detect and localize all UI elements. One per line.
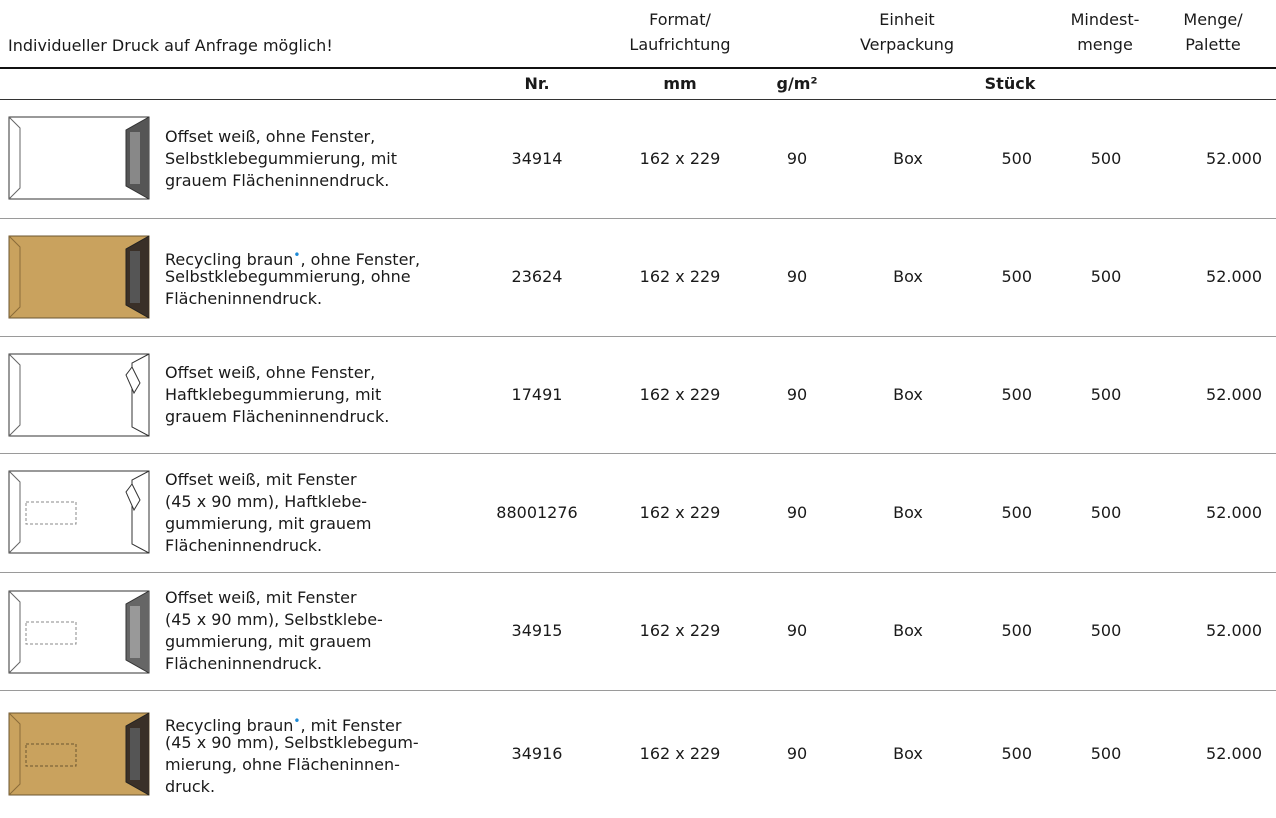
cell-pallet: 52.000 — [1206, 384, 1262, 404]
description-line: Flächeninnendruck. — [165, 289, 323, 308]
envelope-white-peel — [8, 353, 150, 437]
cell-weight: 90 — [786, 621, 808, 640]
description-line: (45 x 90 mm), Haftklebe- — [165, 491, 368, 511]
cell-nr: 34916 — [511, 744, 563, 763]
cell-unit: Box — [893, 149, 923, 168]
cell-format: 162 x 229 — [639, 267, 721, 286]
description-line: Offset weiß, mit Fenster — [165, 469, 357, 489]
row-rule — [0, 572, 1276, 573]
cell-format: 162 x 229 — [639, 502, 721, 522]
cell-weight: 90 — [786, 149, 808, 168]
cell-unit: Box — [893, 621, 923, 640]
description-line: gummierung, mit grauem — [165, 513, 372, 533]
description-line: Recycling braun•, mit Fenster — [165, 710, 401, 737]
cell-weight: 90 — [786, 502, 808, 522]
description-text: Recycling braun — [165, 716, 294, 735]
row-rule — [0, 336, 1276, 337]
cell-pack: 500 — [1001, 384, 1032, 404]
header-note: Individueller Druck auf Anfrage möglich! — [8, 36, 333, 55]
column-header: Einheit — [879, 10, 935, 29]
unit-header: Nr. — [524, 74, 550, 93]
cell-nr: 34915 — [511, 621, 563, 640]
cell-unit: Box — [893, 384, 923, 404]
cell-minimum: 500 — [1090, 267, 1122, 286]
cell-weight: 90 — [786, 744, 808, 763]
cell-pack: 500 — [1001, 744, 1032, 763]
envelope-white-window-strip — [8, 590, 150, 674]
header-rule — [0, 67, 1276, 69]
description-line: Offset weiß, mit Fenster — [165, 588, 357, 607]
column-header: Format/ — [649, 10, 711, 29]
description-line: Selbstklebegummierung, mit — [165, 149, 398, 168]
row-rule — [0, 453, 1276, 454]
cell-minimum: 500 — [1090, 621, 1122, 640]
unit-header: mm — [663, 74, 697, 93]
description-line: Offset weiß, ohne Fenster, — [165, 362, 376, 382]
envelope-white-strip — [8, 116, 150, 200]
cell-pack: 500 — [1001, 502, 1032, 522]
cell-pack: 500 — [1001, 149, 1032, 168]
envelope-brown-strip — [8, 235, 150, 319]
column-header: Menge/ — [1183, 10, 1243, 29]
cell-unit: Box — [893, 502, 923, 522]
description-line: Recycling braun•, ohne Fenster, — [165, 244, 420, 271]
description-text: Recycling braun — [165, 250, 294, 269]
cell-format: 162 x 229 — [639, 384, 721, 404]
description-text: , mit Fenster — [300, 716, 402, 735]
description-line: mierung, ohne Flächeninnen- — [165, 755, 400, 774]
subheader-rule — [0, 99, 1276, 100]
cell-pack: 500 — [1001, 267, 1032, 286]
cell-nr: 88001276 — [496, 502, 578, 522]
description-line: Selbstklebegummierung, ohne — [165, 267, 411, 286]
description-line: (45 x 90 mm), Selbstklebe- — [165, 610, 383, 629]
column-header: Laufrichtung — [629, 35, 731, 54]
cell-format: 162 x 229 — [639, 149, 721, 168]
cell-format: 162 x 229 — [639, 744, 721, 763]
unit-header: Stück — [984, 74, 1036, 93]
description-line: gummierung, mit grauem — [165, 632, 372, 651]
description-line: (45 x 90 mm), Selbstklebegum- — [165, 733, 419, 752]
description-line: Haftklebegummierung, mit — [165, 384, 382, 404]
unit-header: g/m² — [776, 74, 818, 93]
description-text: , ohne Fenster, — [300, 250, 421, 269]
cell-minimum: 500 — [1090, 502, 1122, 522]
row-rule — [0, 690, 1276, 691]
cell-pallet: 52.000 — [1206, 621, 1262, 640]
cell-weight: 90 — [786, 267, 808, 286]
description-line: Flächeninnendruck. — [165, 535, 323, 555]
description-line: grauem Flächeninnendruck. — [165, 406, 390, 426]
column-header: Mindest- — [1070, 10, 1140, 29]
cell-unit: Box — [893, 267, 923, 286]
envelope-white-window-peel — [8, 470, 150, 554]
description-line: Flächeninnendruck. — [165, 654, 323, 673]
column-header: Verpackung — [859, 35, 955, 54]
cell-format: 162 x 229 — [639, 621, 721, 640]
cell-minimum: 500 — [1090, 744, 1122, 763]
cell-unit: Box — [893, 744, 923, 763]
envelope-brown-window-strip — [8, 712, 150, 796]
column-header: Palette — [1185, 35, 1241, 54]
recycling-dot: • — [293, 714, 301, 728]
description-line: druck. — [165, 777, 216, 796]
cell-pallet: 52.000 — [1206, 744, 1262, 763]
cell-minimum: 500 — [1090, 384, 1122, 404]
description-line: grauem Flächeninnendruck. — [165, 171, 390, 190]
cell-pack: 500 — [1001, 621, 1032, 640]
cell-pallet: 52.000 — [1206, 149, 1262, 168]
description-line: Offset weiß, ohne Fenster, — [165, 127, 376, 146]
row-rule — [0, 218, 1276, 219]
cell-minimum: 500 — [1090, 149, 1122, 168]
column-header: menge — [1077, 35, 1133, 54]
cell-pallet: 52.000 — [1206, 267, 1262, 286]
cell-nr: 17491 — [511, 384, 563, 404]
recycling-dot: • — [293, 248, 301, 262]
cell-nr: 34914 — [511, 149, 563, 168]
cell-pallet: 52.000 — [1206, 502, 1262, 522]
cell-nr: 23624 — [511, 267, 563, 286]
cell-weight: 90 — [786, 384, 808, 404]
